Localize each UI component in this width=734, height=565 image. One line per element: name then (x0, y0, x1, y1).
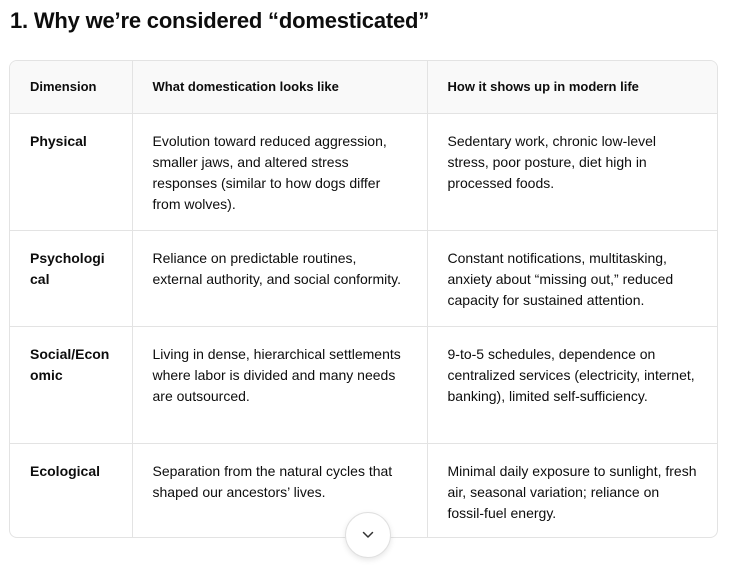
table-row: Ecological Separation from the natural c… (10, 443, 717, 537)
column-header-looks-like: What domestication looks like (132, 61, 428, 114)
column-header-modern-life: How it shows up in modern life (427, 61, 717, 114)
looks-like-cell: Reliance on predictable routines, extern… (132, 230, 428, 327)
dimension-cell: Physical (10, 113, 133, 231)
table-row: Psychological Reliance on predictable ro… (10, 230, 717, 327)
modern-life-cell: 9-to-5 schedules, dependence on centrali… (427, 326, 717, 444)
table-row: Physical Evolution toward reduced aggres… (10, 113, 717, 231)
table-row: Social/Economic Living in dense, hierarc… (10, 326, 717, 444)
dimension-cell: Social/Economic (10, 326, 133, 444)
looks-like-cell: Living in dense, hierarchical settlement… (132, 326, 428, 444)
looks-like-cell: Evolution toward reduced aggression, sma… (132, 113, 428, 231)
table-header-row: Dimension What domestication looks like … (10, 61, 717, 114)
dimension-cell: Ecological (10, 443, 133, 537)
section-heading: 1. Why we’re considered “domesticated” (10, 8, 430, 33)
column-header-dimension: Dimension (10, 61, 133, 114)
modern-life-cell: Constant notifications, multitasking, an… (427, 230, 717, 327)
modern-life-cell: Sedentary work, chronic low-level stress… (427, 113, 717, 231)
dimension-cell: Psychological (10, 230, 133, 327)
looks-like-cell: Separation from the natural cycles that … (132, 443, 428, 537)
chevron-down-icon (362, 531, 374, 539)
modern-life-cell: Minimal daily exposure to sunlight, fres… (447, 462, 697, 521)
comparison-table: Dimension What domestication looks like … (10, 61, 717, 537)
scroll-down-button[interactable] (345, 512, 391, 558)
comparison-table-container[interactable]: Dimension What domestication looks like … (9, 60, 718, 538)
